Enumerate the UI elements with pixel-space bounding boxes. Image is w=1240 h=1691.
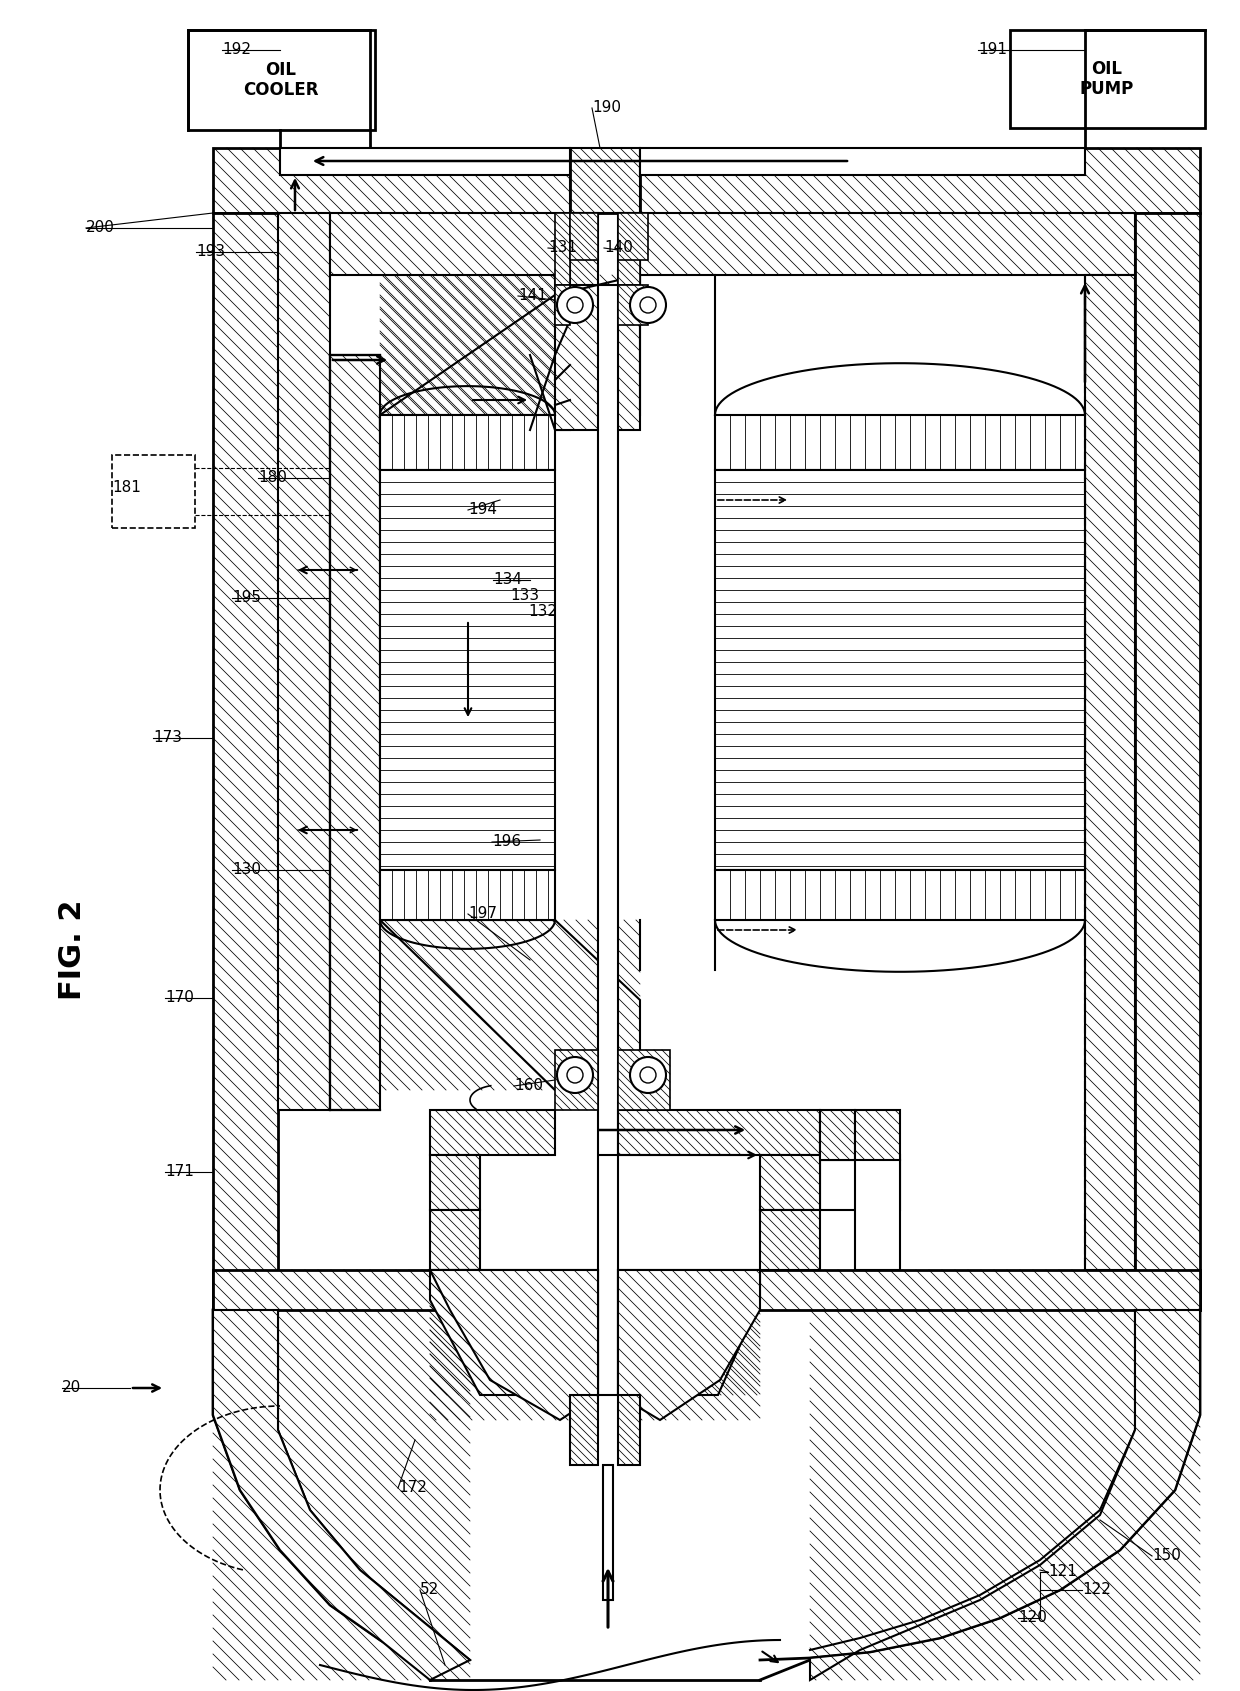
Polygon shape: [330, 355, 379, 1109]
Polygon shape: [1085, 276, 1135, 1270]
Polygon shape: [213, 1311, 470, 1679]
Bar: [820, 1160, 900, 1211]
Polygon shape: [430, 1270, 598, 1395]
Bar: [1011, 30, 1205, 129]
Polygon shape: [570, 149, 640, 213]
Polygon shape: [618, 1270, 760, 1395]
Polygon shape: [1135, 213, 1200, 1311]
Polygon shape: [213, 149, 1200, 213]
Text: OIL
COOLER: OIL COOLER: [243, 61, 319, 100]
Polygon shape: [556, 1050, 598, 1109]
Text: 194: 194: [467, 502, 497, 517]
Polygon shape: [618, 1395, 640, 1464]
Bar: [715, 414, 1085, 470]
Text: 180: 180: [258, 470, 286, 485]
Bar: [379, 470, 556, 869]
Text: 122: 122: [1083, 1583, 1111, 1598]
Polygon shape: [556, 286, 570, 325]
Text: OIL
PUMP: OIL PUMP: [1080, 59, 1135, 98]
Circle shape: [640, 1067, 656, 1082]
Polygon shape: [640, 213, 1135, 276]
Text: 133: 133: [510, 588, 539, 604]
Text: 200: 200: [86, 220, 115, 235]
Bar: [379, 869, 556, 920]
Text: 131: 131: [548, 240, 577, 255]
Bar: [603, 1464, 613, 1600]
Circle shape: [630, 1057, 666, 1092]
Polygon shape: [213, 213, 278, 1311]
Text: 171: 171: [165, 1165, 193, 1180]
Polygon shape: [570, 1395, 598, 1464]
Text: 173: 173: [153, 731, 182, 746]
Polygon shape: [379, 920, 640, 1091]
Polygon shape: [618, 213, 640, 286]
Text: 160: 160: [515, 1079, 543, 1094]
Bar: [598, 286, 618, 1395]
Circle shape: [567, 1067, 583, 1082]
Polygon shape: [810, 1311, 1200, 1679]
Text: FIG. 2: FIG. 2: [58, 900, 87, 1001]
Polygon shape: [618, 1270, 760, 1420]
Polygon shape: [430, 1270, 598, 1420]
Text: 134: 134: [494, 573, 522, 587]
Polygon shape: [379, 276, 640, 430]
Text: 172: 172: [398, 1481, 427, 1495]
Polygon shape: [760, 1211, 820, 1270]
Text: 170: 170: [165, 991, 193, 1006]
Text: 120: 120: [1018, 1610, 1047, 1625]
Polygon shape: [570, 213, 598, 286]
Polygon shape: [213, 1270, 1200, 1311]
Text: 141: 141: [518, 289, 547, 303]
Circle shape: [567, 298, 583, 313]
Text: 140: 140: [604, 240, 632, 255]
Bar: [856, 1155, 900, 1270]
Polygon shape: [618, 1050, 670, 1109]
Text: 196: 196: [492, 834, 521, 849]
Bar: [640, 149, 1085, 174]
Bar: [188, 30, 374, 130]
Text: 20: 20: [62, 1380, 82, 1395]
Text: 150: 150: [1152, 1549, 1180, 1564]
Text: 197: 197: [467, 906, 497, 922]
Bar: [715, 470, 1085, 869]
Circle shape: [557, 1057, 593, 1092]
Polygon shape: [330, 213, 570, 276]
Text: 192: 192: [222, 42, 250, 57]
Text: 193: 193: [196, 245, 226, 259]
Polygon shape: [430, 1155, 480, 1211]
Bar: [280, 149, 570, 174]
Bar: [112, 455, 195, 528]
Polygon shape: [556, 213, 570, 286]
Text: 195: 195: [232, 590, 260, 605]
Polygon shape: [618, 213, 640, 286]
Text: 190: 190: [591, 100, 621, 115]
Bar: [715, 869, 1085, 920]
Text: 121: 121: [1048, 1564, 1076, 1579]
Polygon shape: [618, 1109, 820, 1155]
Polygon shape: [618, 286, 649, 325]
Circle shape: [557, 287, 593, 323]
Polygon shape: [379, 276, 570, 430]
Polygon shape: [856, 1109, 900, 1160]
Polygon shape: [430, 1109, 556, 1155]
Polygon shape: [430, 1211, 480, 1270]
Text: 52: 52: [420, 1583, 439, 1598]
Polygon shape: [820, 1109, 856, 1160]
Polygon shape: [618, 213, 649, 260]
Text: 191: 191: [978, 42, 1007, 57]
Bar: [379, 414, 556, 470]
Text: 130: 130: [232, 862, 260, 878]
Circle shape: [640, 298, 656, 313]
Polygon shape: [570, 213, 598, 260]
Polygon shape: [278, 213, 330, 1109]
Polygon shape: [760, 1155, 820, 1211]
Text: 132: 132: [528, 604, 557, 619]
Circle shape: [630, 287, 666, 323]
Text: 181: 181: [112, 480, 141, 495]
